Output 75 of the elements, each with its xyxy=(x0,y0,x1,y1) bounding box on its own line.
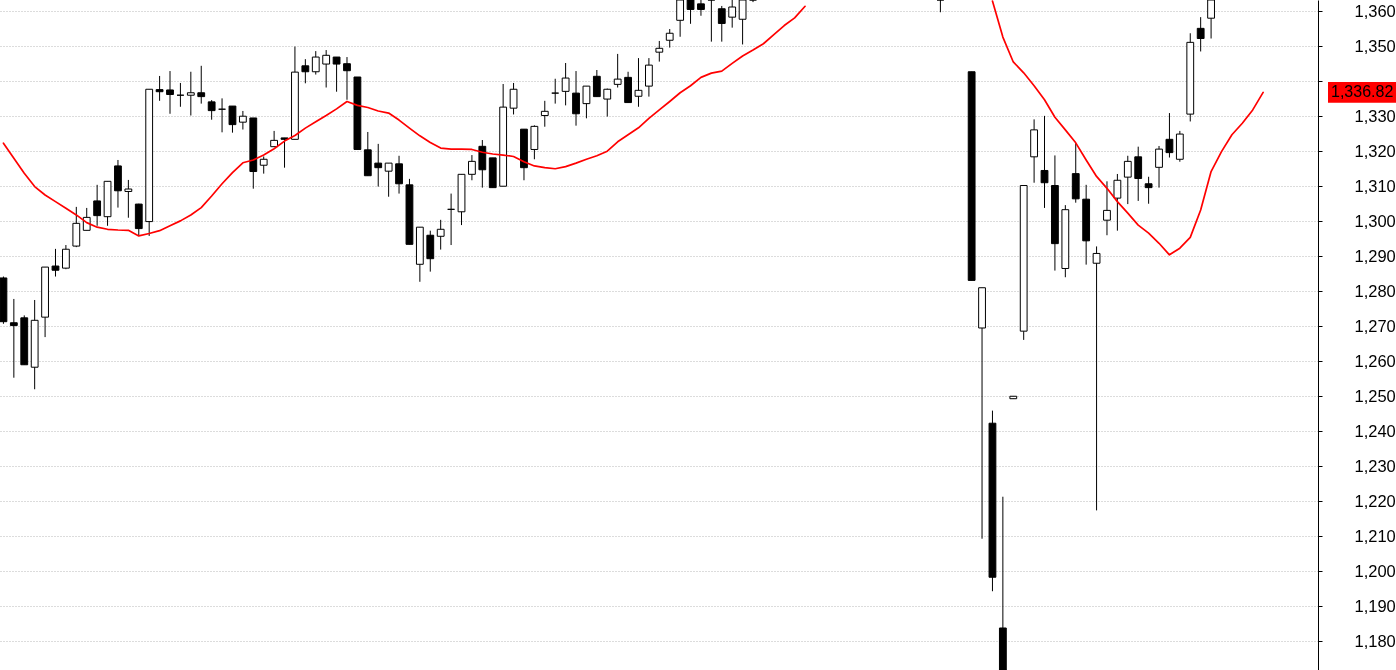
y-tick-label: 1,260 xyxy=(1354,351,1396,370)
candlestick xyxy=(155,75,164,102)
y-tick-label: 1,300 xyxy=(1354,211,1396,230)
candlestick xyxy=(426,230,435,273)
y-tick-label: 1,190 xyxy=(1354,596,1396,615)
candlestick xyxy=(1040,115,1049,209)
candlestick xyxy=(93,184,102,227)
candlestick xyxy=(343,56,351,101)
candlestick xyxy=(478,139,487,189)
candlestick xyxy=(301,58,310,84)
candlestick xyxy=(1113,173,1122,232)
candlestick xyxy=(1144,176,1153,205)
candlestick xyxy=(322,49,331,89)
candlestick xyxy=(592,69,601,98)
y-tick-label: 1,270 xyxy=(1354,316,1396,335)
candlestick xyxy=(395,155,403,195)
candlestick xyxy=(634,57,643,108)
y-tick-label: 1,210 xyxy=(1354,526,1396,545)
y-tick-label: 1,240 xyxy=(1354,421,1396,440)
candlestick xyxy=(603,88,612,118)
y-tick-label: 1,350 xyxy=(1354,36,1396,55)
y-tick-label: 1,250 xyxy=(1354,386,1396,405)
y-tick-label: 1,180 xyxy=(1354,631,1396,650)
y-tick-label: 1,310 xyxy=(1354,176,1396,195)
candlestick xyxy=(374,143,383,188)
candlestick xyxy=(311,50,320,76)
candlestick xyxy=(665,28,674,49)
candlestick xyxy=(468,154,476,181)
candlestick xyxy=(1103,180,1111,236)
candlestick xyxy=(530,124,539,160)
candlestick xyxy=(1092,245,1101,511)
candlestick xyxy=(280,137,289,169)
candlestick xyxy=(1165,112,1174,159)
candlestick xyxy=(436,219,445,251)
candlestick xyxy=(582,85,591,119)
candlestick xyxy=(645,57,653,98)
candlestick xyxy=(270,130,279,148)
y-tick-label: 1,320 xyxy=(1354,141,1396,160)
candlestick xyxy=(1196,16,1205,52)
candlestick xyxy=(62,244,70,270)
candlestick xyxy=(332,56,341,93)
candlestick xyxy=(228,105,237,134)
candlestick xyxy=(655,40,664,63)
candlestick xyxy=(1123,155,1132,205)
candlestick xyxy=(207,99,216,121)
y-tick-label: 1,200 xyxy=(1354,561,1396,580)
candlestick xyxy=(551,78,560,105)
candlestick xyxy=(1155,145,1163,189)
y-tick-label: 1,230 xyxy=(1354,456,1396,475)
candlestick xyxy=(561,62,570,106)
candlestick xyxy=(9,298,18,379)
candlestick xyxy=(238,110,247,131)
y-tick-label: 1,280 xyxy=(1354,281,1396,300)
candlestick xyxy=(572,70,580,127)
y-tick-label: 1,220 xyxy=(1354,491,1396,510)
candlestick xyxy=(540,100,549,128)
y-tick-label: 1,360 xyxy=(1354,1,1396,20)
candlestick xyxy=(166,70,174,115)
candlestick xyxy=(613,53,622,89)
y-tick-label: 1,290 xyxy=(1354,246,1396,265)
candlestick xyxy=(384,162,393,198)
candlestick xyxy=(72,206,81,248)
candlestick xyxy=(686,0,695,25)
candlestick xyxy=(717,5,726,43)
candlestick xyxy=(197,65,206,105)
text: 1,336.82 xyxy=(1331,83,1394,101)
candlestick xyxy=(509,82,518,115)
candlestick xyxy=(186,71,195,117)
candlestick xyxy=(707,0,716,43)
candlestick xyxy=(51,248,60,278)
y-tick-label: 1,330 xyxy=(1354,106,1396,125)
candlestick xyxy=(1134,146,1143,202)
candlestick xyxy=(697,0,705,17)
candlestick xyxy=(124,179,133,219)
candlestick xyxy=(936,0,945,13)
